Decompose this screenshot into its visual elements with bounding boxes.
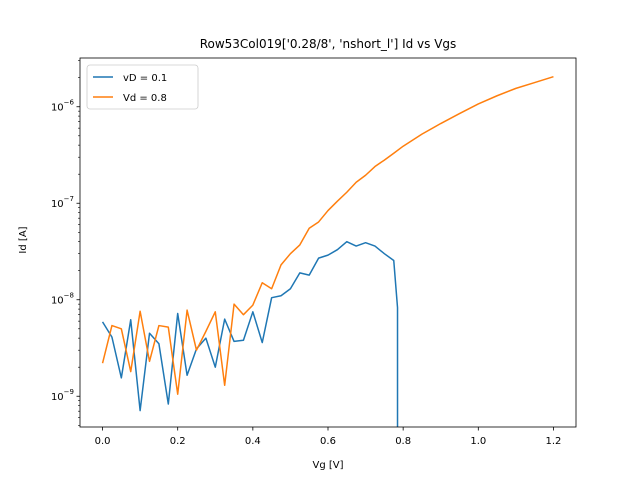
x-tick-label-2: 0.4: [245, 436, 261, 447]
chart-title: Row53Col019['0.28/8', 'nshort_l'] Id vs …: [200, 37, 457, 51]
x-tick-label-5: 1.0: [470, 436, 486, 447]
legend-box: [86, 64, 199, 110]
y-tick-label-1: 10−8: [51, 292, 74, 307]
x-tick-label-1: 0.2: [170, 436, 186, 447]
y-tick-label-3: 10−6: [51, 99, 75, 114]
y-tick-label-0: 10−9: [51, 388, 74, 403]
x-tick-label-3: 0.6: [320, 436, 336, 447]
x-axis-label: Vg [V]: [312, 460, 343, 471]
y-axis-label: Id [A]: [18, 226, 29, 253]
x-tick-label-6: 1.2: [546, 436, 562, 447]
plot-area: 0.0 0.2 0.4 0.6 0.8 1.0 1.2 10−9 10−8 10−7 10−6 vD …: [51, 57, 577, 447]
x-tick-label-4: 0.8: [395, 436, 411, 447]
y-tick-label-2: 10−7: [51, 195, 74, 210]
x-tick-label-0: 0.0: [95, 436, 111, 447]
legend-label-0: vD = 0.1: [123, 73, 167, 84]
series-line-1: [101, 75, 554, 395]
series-line-0: [101, 240, 399, 427]
legend-label-1: Vd = 0.8: [123, 93, 167, 104]
